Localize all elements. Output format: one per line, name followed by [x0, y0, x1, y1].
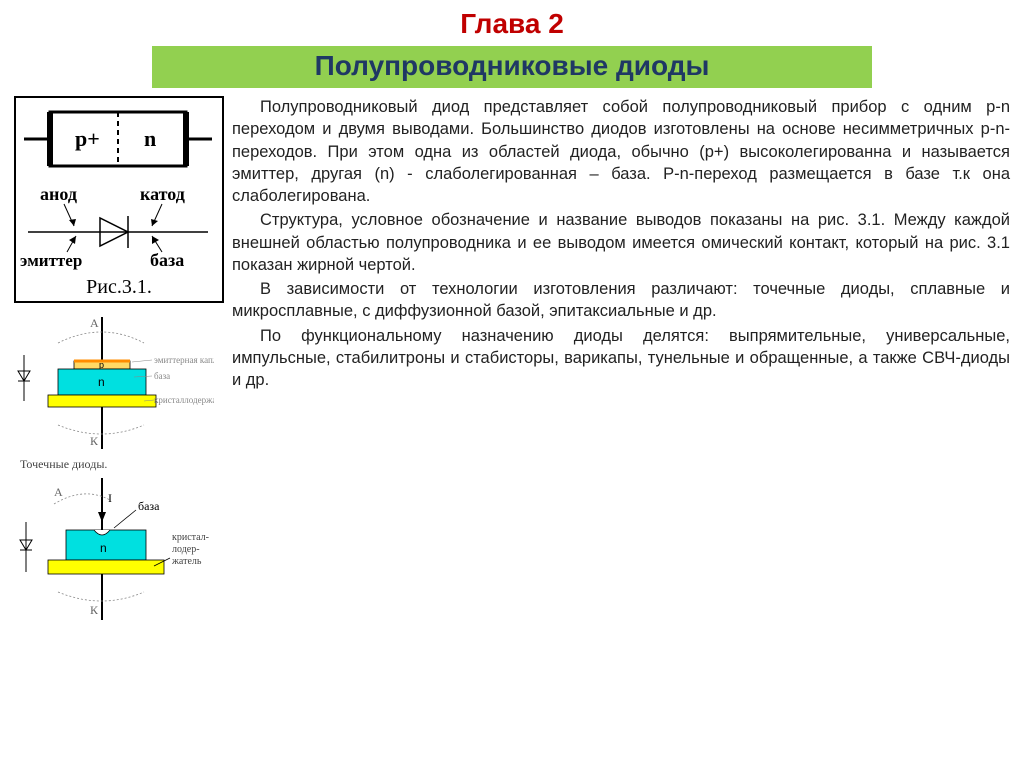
svg-text:А: А [90, 316, 99, 330]
svg-text:кристал-: кристал- [172, 532, 209, 543]
svg-text:n: n [100, 541, 107, 555]
diode-symbol-diagram: анод катод эмиттер база [20, 182, 216, 274]
figure-3-1-caption: Рис.3.1. [20, 276, 218, 299]
point-diode-diagram: I А база n кристал- лодер- жатель К [14, 474, 214, 624]
content-wrap: p+ n анод катод эмиттер [0, 96, 1024, 624]
svg-text:эмиттер: эмиттер [20, 251, 82, 270]
svg-text:p: p [99, 360, 104, 370]
svg-text:n: n [144, 126, 156, 151]
svg-text:жатель: жатель [171, 556, 202, 567]
svg-text:база: база [138, 499, 160, 513]
body-text: Полупроводниковый диод представляет собо… [224, 96, 1010, 624]
paragraph-3: В зависимости от технологии изготовления… [232, 278, 1010, 323]
svg-text:катод: катод [140, 184, 185, 204]
svg-text:n: n [98, 375, 105, 389]
svg-text:К: К [90, 603, 99, 617]
svg-text:I: I [108, 491, 112, 505]
page-title-bar: Полупроводниковые диоды [152, 46, 872, 88]
svg-text:лодер-: лодер- [172, 544, 200, 555]
point-diode-caption: Точечные диоды. [20, 457, 224, 472]
svg-text:эмиттерная капля: эмиттерная капля [154, 355, 214, 365]
svg-text:база: база [154, 371, 170, 381]
paragraph-1: Полупроводниковый диод представляет собо… [232, 96, 1010, 207]
alloy-diode-diagram: А p n К эмиттерная капля база кр [14, 313, 214, 453]
svg-text:К: К [90, 434, 99, 448]
svg-text:p+: p+ [75, 126, 100, 151]
figures-column: p+ n анод катод эмиттер [14, 96, 224, 624]
paragraph-4: По функциональному назначению диоды деля… [232, 325, 1010, 392]
pn-structure-diagram: p+ n [20, 104, 216, 182]
svg-text:А: А [54, 485, 63, 499]
figure-3-1-box: p+ n анод катод эмиттер [14, 96, 224, 303]
svg-text:анод: анод [40, 184, 77, 204]
chapter-heading: Глава 2 [0, 0, 1024, 40]
svg-text:кристаллодержатель: кристаллодержатель [154, 395, 214, 405]
paragraph-2: Структура, условное обозначение и назван… [232, 209, 1010, 276]
svg-text:база: база [150, 250, 184, 270]
